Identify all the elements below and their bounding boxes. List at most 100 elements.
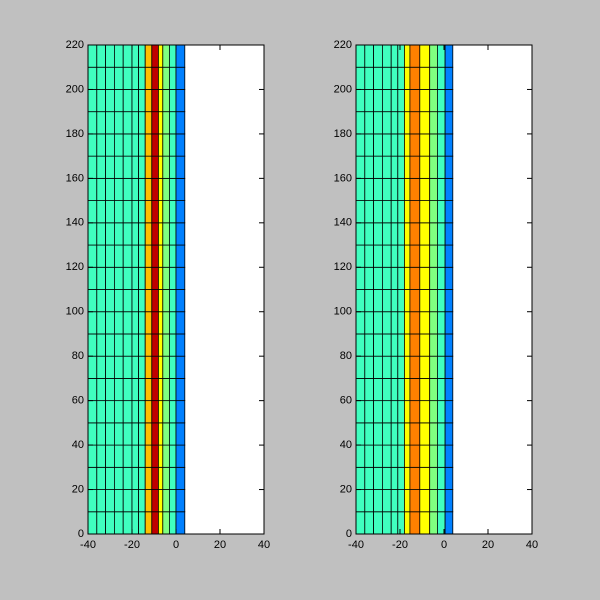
mesh-cell [419,244,431,268]
mesh-cell [105,66,115,90]
mesh-cell [397,155,405,179]
mesh-cell [429,222,438,246]
mesh-cell [409,489,421,513]
mesh-cell [144,333,153,357]
mesh-cell [131,111,139,135]
mesh-cell [419,89,431,113]
mesh-cell [175,89,186,113]
mesh-cell [96,66,107,90]
mesh-cell [419,422,431,446]
mesh-cell [151,266,159,290]
mesh-cell [381,244,392,268]
mesh-cell [96,378,107,402]
mesh-cell [105,400,115,424]
mesh-cell [138,444,146,468]
mesh-cell [96,89,107,113]
mesh-cell [114,222,124,246]
mesh-cell [373,444,383,468]
mesh-cell [162,289,170,313]
mesh-cell [436,444,446,468]
mesh-cell [364,155,374,179]
mesh-cell [144,89,153,113]
mesh-cell [122,400,133,424]
mesh-cell [364,355,374,379]
y-tick-label: 140 [334,217,352,229]
mesh-cell [144,489,153,513]
mesh-cell [144,222,153,246]
mesh-cell [105,133,115,157]
mesh-cell [409,133,421,157]
mesh-cell [355,444,366,468]
mesh-cell [429,111,438,135]
mesh-cell [144,400,153,424]
mesh-cell [175,378,186,402]
mesh-cell [409,400,421,424]
mesh-cell [162,155,170,179]
mesh-cell [151,444,159,468]
mesh-cell [397,66,405,90]
mesh-cell [419,222,431,246]
mesh-cell [96,400,107,424]
mesh-cell [444,111,454,135]
mesh-cell [138,311,146,335]
mesh-cell [373,244,383,268]
mesh-cell [157,333,164,357]
mesh-cell [429,489,438,513]
mesh-cell [390,311,399,335]
mesh-cell [397,466,405,490]
mesh-cell [162,177,170,201]
mesh-cell [105,266,115,290]
mesh-cell [87,111,98,135]
mesh-cell [87,244,98,268]
mesh-cell [144,378,153,402]
mesh-cell [105,378,115,402]
mesh-cell [138,489,146,513]
mesh-cell [364,489,374,513]
mesh-cell [429,400,438,424]
y-tick-label: 120 [334,261,352,273]
mesh-cell [157,222,164,246]
mesh-cell [381,266,392,290]
mesh-cell [397,333,405,357]
mesh-cell [409,222,421,246]
mesh-cell [381,44,392,68]
x-tick-label: 0 [441,539,447,551]
mesh-cell [436,155,446,179]
mesh-cell [162,378,170,402]
mesh-cell [162,66,170,90]
mesh-cell [157,89,164,113]
mesh-cell [87,333,98,357]
mesh-cell [87,422,98,446]
mesh-cell [175,466,186,490]
mesh-cell [390,289,399,313]
mesh-cell [373,111,383,135]
mesh-cell [364,289,374,313]
mesh-cell [138,66,146,90]
mesh-cell [403,333,411,357]
mesh-cell [175,266,186,290]
mesh-cell [144,177,153,201]
mesh-cell [381,400,392,424]
mesh-cell [138,422,146,446]
mesh-cell [151,311,159,335]
mesh-cell [138,378,146,402]
mesh-cell [96,466,107,490]
mesh-cell [381,222,392,246]
mesh-cell [131,378,139,402]
mesh-cell [157,200,164,224]
y-tick-label: 40 [340,439,352,451]
mesh-cell [122,511,133,535]
y-tick-label: 20 [340,483,352,495]
mesh-cell [409,200,421,224]
mesh-cell [138,111,146,135]
mesh-cell [114,466,124,490]
mesh-cell [114,133,124,157]
y-tick-label: 80 [340,350,352,362]
mesh-cell [144,155,153,179]
x-tick-label: 0 [173,539,179,551]
mesh-cell [436,200,446,224]
mesh-cell [138,200,146,224]
mesh-cell [355,66,366,90]
mesh-cell [373,422,383,446]
mesh-cell [168,355,177,379]
